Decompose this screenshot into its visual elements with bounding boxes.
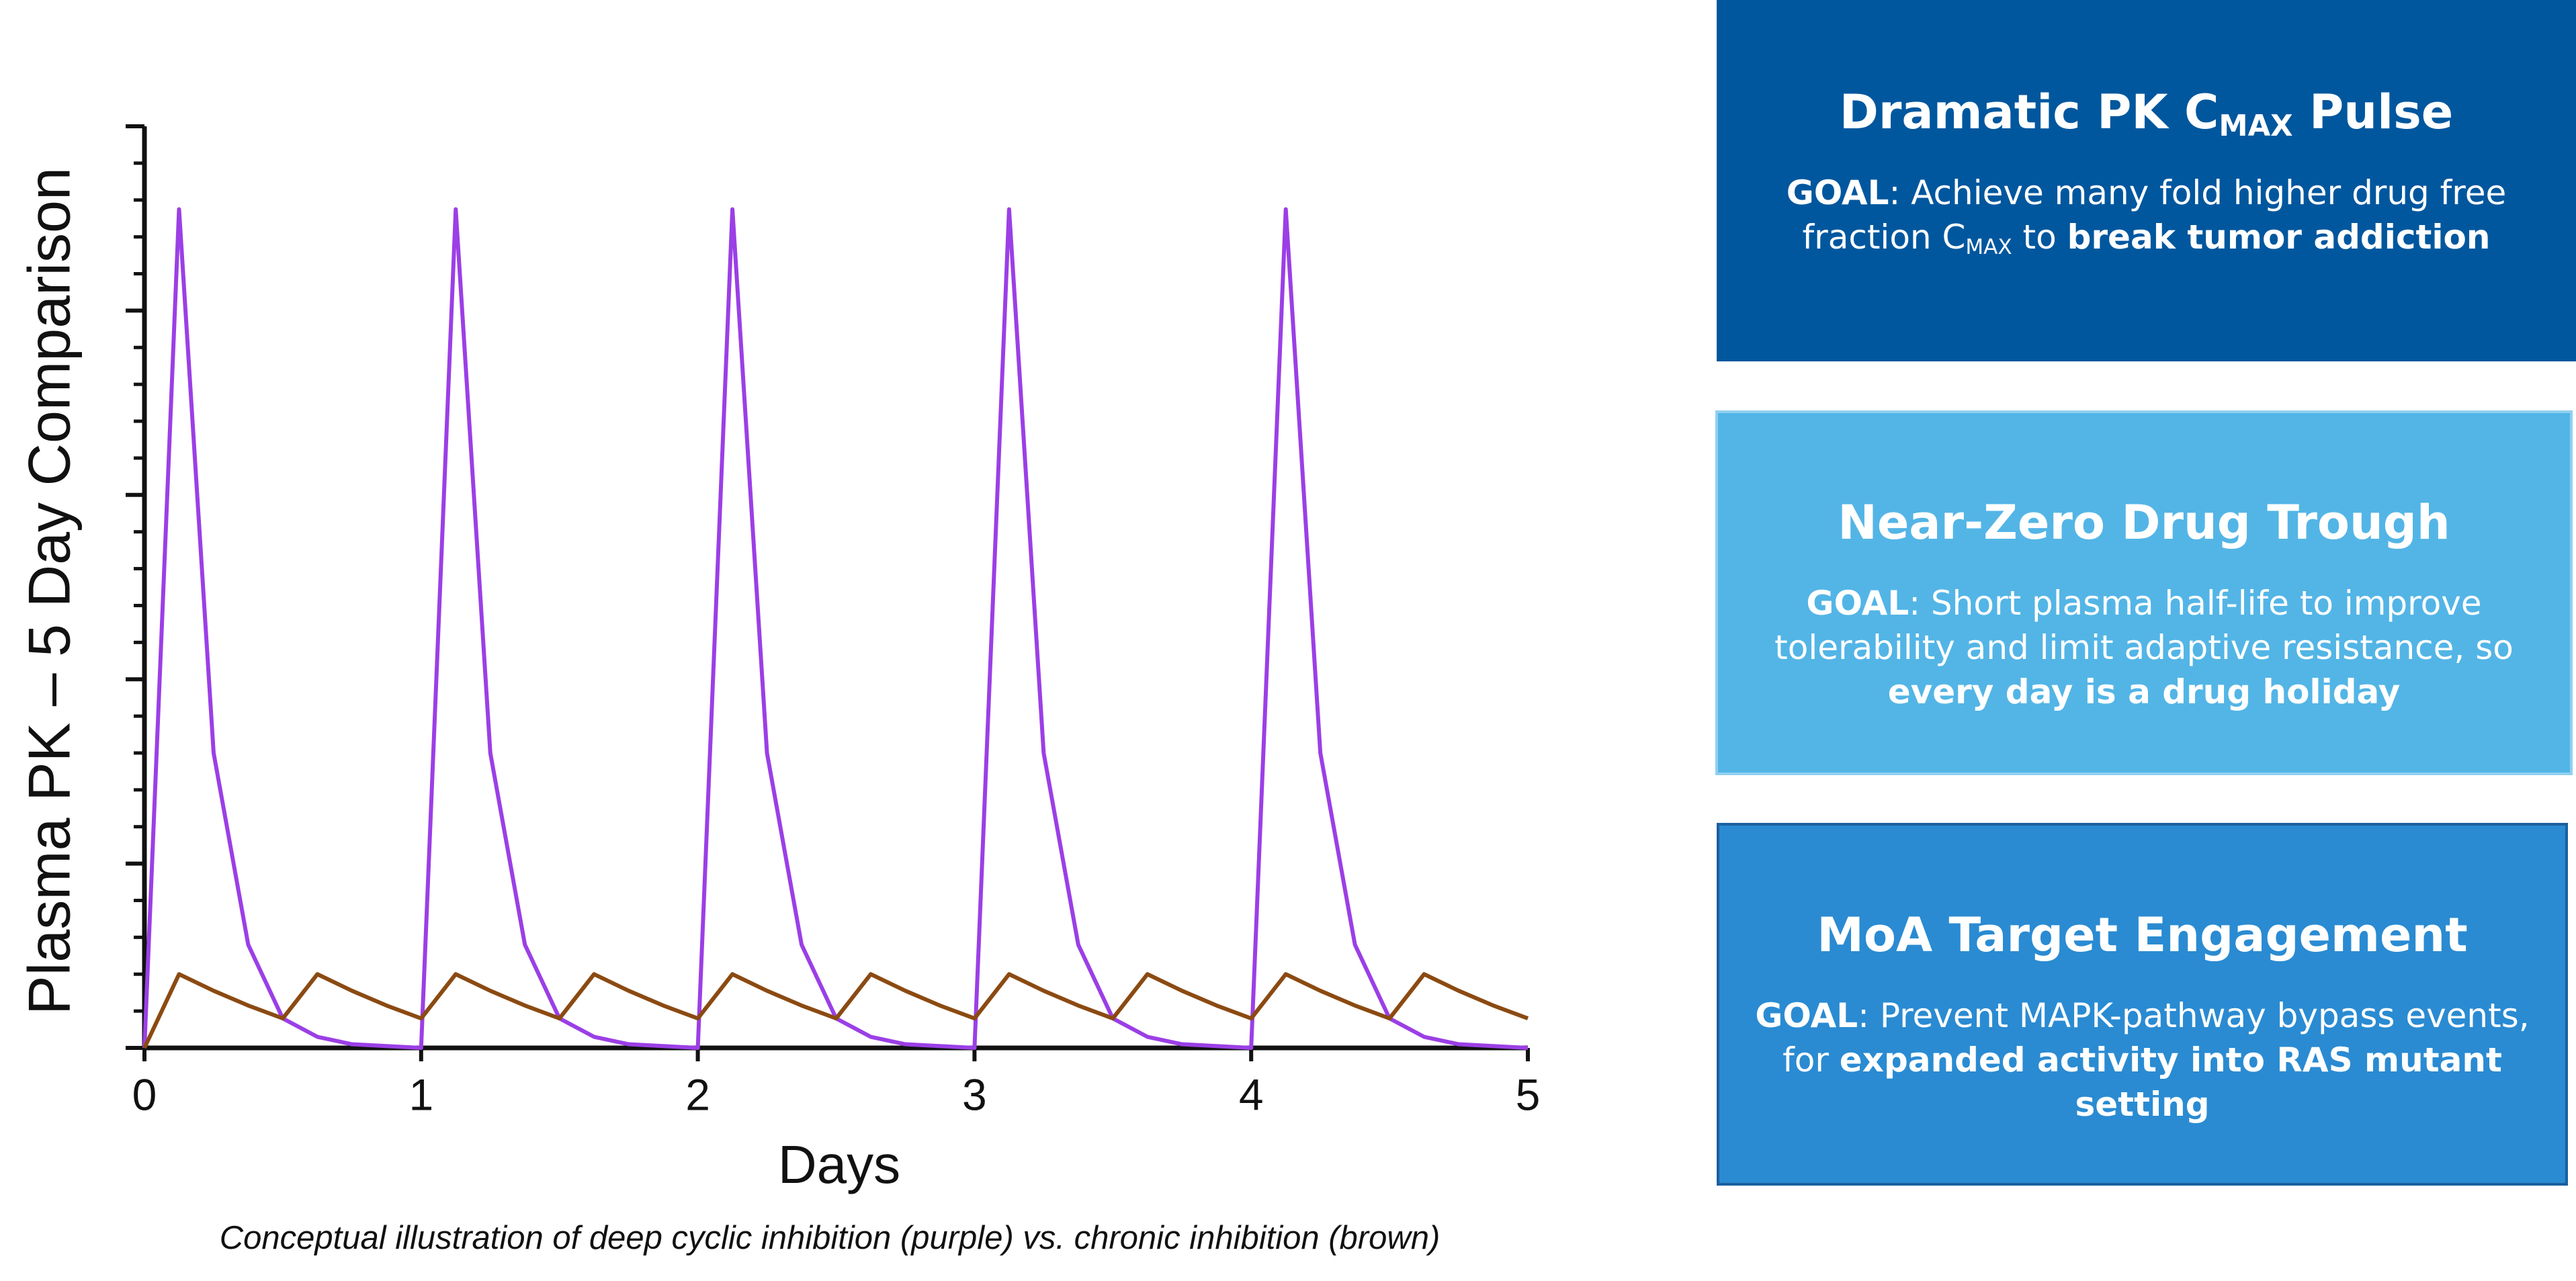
x-tick-label: 2 <box>685 1069 710 1119</box>
y-axis-label: Plasma PK – 5 Day Comparison <box>15 167 82 1015</box>
panel-title: Near-Zero Drug Trough <box>1718 492 2570 553</box>
text-run: Dramatic PK C <box>1839 85 2219 140</box>
series-line <box>142 972 1529 1049</box>
text-run: to <box>2012 218 2067 257</box>
x-tick-label: 0 <box>132 1069 157 1119</box>
text-run: GOAL <box>1806 584 1909 623</box>
text-run: MoA Target Engagement <box>1817 908 2468 963</box>
text-run: GOAL <box>1755 996 1858 1035</box>
panel-body: GOAL: Short plasma half-life to improve … <box>1745 581 2543 714</box>
panel-body: GOAL: Prevent MAPK-pathway bypass events… <box>1746 993 2538 1127</box>
x-tick-label: 4 <box>1239 1069 1264 1119</box>
series-line <box>142 207 1529 1050</box>
goal-panel: Near-Zero Drug Trough GOAL: Short plasma … <box>1715 410 2573 775</box>
text-run: GOAL <box>1786 173 1889 212</box>
x-tick-label: 5 <box>1516 1069 1541 1119</box>
chart: Days Plasma PK – 5 Day Comparison Concep… <box>15 124 1541 1256</box>
text-run: expanded activity into RAS mutant settin… <box>1839 1041 2502 1124</box>
panel-body: GOAL: Achieve many fold higher drug free… <box>1746 171 2546 259</box>
text-run: MAX <box>2219 109 2293 143</box>
x-tick-label: 1 <box>409 1069 433 1119</box>
text-run: MAX <box>1965 234 2012 259</box>
text-run: : Prevent MAPK-pathway bypass events, fo… <box>1783 996 2530 1079</box>
panel-title: MoA Target Engagement <box>1719 905 2565 965</box>
x-axis-label: Days <box>778 1135 900 1194</box>
text-run: Pulse <box>2292 85 2454 140</box>
text-run: break tumor addiction <box>2067 218 2491 257</box>
text-run: : Short plasma half-life to improve tole… <box>1774 584 2514 667</box>
goal-panel: MoA Target Engagement GOAL: Prevent MAPK-… <box>1717 823 2568 1186</box>
goal-panel: Dramatic PK CMAX Pulse GOAL: Achieve many… <box>1717 0 2576 361</box>
text-run: Near-Zero Drug Trough <box>1838 495 2450 550</box>
caption: Conceptual illustration of deep cyclic i… <box>220 1220 1441 1256</box>
x-tick-label: 3 <box>962 1069 987 1119</box>
panel-title: Dramatic PK CMAX Pulse <box>1719 82 2573 142</box>
text-run: : Achieve many fold higher drug free fra… <box>1802 173 2507 257</box>
text-run: every day is a drug holiday <box>1887 672 2401 711</box>
